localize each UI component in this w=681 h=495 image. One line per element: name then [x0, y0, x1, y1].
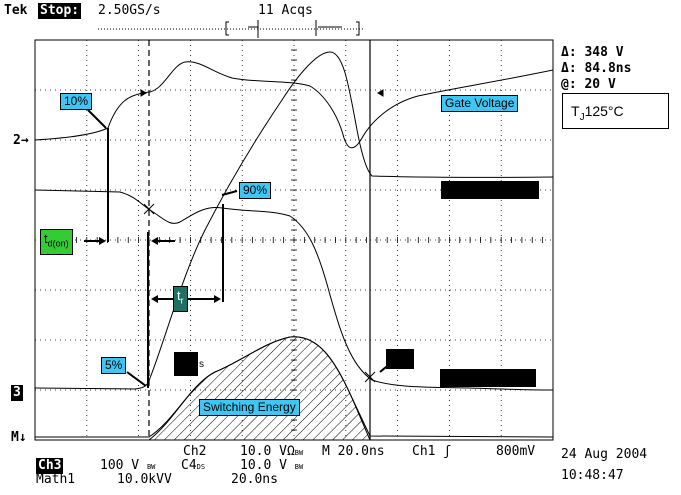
run-state-badge[interactable]: Stop:: [38, 3, 82, 19]
ch2-scale: 10.0 VΩBW: [240, 444, 304, 459]
timebase-readout: M 20.0ns: [322, 444, 385, 459]
label-10-percent: 10%: [60, 93, 93, 110]
math-trace: [35, 336, 553, 438]
sample-rate: 2.50GS/s: [98, 3, 161, 18]
date-readout: 24 Aug 2004: [561, 447, 648, 462]
at-readout: @: 20 V: [561, 77, 616, 92]
math-marker[interactable]: M↓: [11, 430, 27, 445]
math-readout-label: Math1: [36, 472, 76, 487]
c4-readout: C4DS: [181, 458, 206, 473]
label-switching-energy: Switching Energy: [199, 399, 300, 416]
current-trace: [35, 51, 553, 390]
c4-scale: 10.0 V BW: [240, 458, 304, 473]
label-td-on: td(on): [40, 229, 73, 255]
ch3-scale: 100 V BW: [100, 458, 156, 473]
math-timebase: 20.0ns: [231, 472, 278, 487]
ch3-marker[interactable]: 3: [11, 385, 23, 401]
redacted-block: [386, 349, 414, 369]
trigger-arrows: [140, 89, 384, 97]
ch2-marker[interactable]: 2→: [13, 133, 29, 148]
label-tr: tr: [173, 286, 188, 312]
junction-temperature-box: TJ125°C: [562, 93, 669, 129]
brand-label: Tek: [4, 3, 28, 18]
delta-v-readout: Δ: 348 V: [561, 45, 624, 60]
ch3-readout-label[interactable]: Ch3: [36, 458, 64, 474]
acquisition-count: 11 Acqs: [258, 3, 313, 18]
label-gate-voltage: Gate Voltage: [441, 95, 519, 112]
trigger-readout: Ch1 ʃ: [412, 444, 452, 459]
redacted-block: [174, 352, 198, 376]
label-5-percent: 5%: [101, 357, 127, 374]
measurement-lines: [84, 109, 393, 388]
delta-t-readout: Δ: 84.8ns: [561, 61, 632, 76]
voltage-trace: [35, 189, 553, 391]
ch2-readout: Ch2: [183, 444, 207, 459]
redacted-block: [441, 181, 539, 199]
math-scale: 10.0kVV: [117, 472, 172, 487]
small-mark: s: [199, 359, 204, 370]
redacted-block: [440, 369, 536, 387]
time-readout: 10:48:47: [561, 468, 624, 483]
record-position-bar: [98, 20, 364, 38]
label-90-percent: 90%: [239, 182, 272, 199]
crossing-markers: [143, 203, 376, 383]
trigger-level: 800mV: [496, 444, 536, 459]
gate-voltage-trace: [35, 61, 553, 149]
measurement-arrowheads: [99, 237, 221, 303]
